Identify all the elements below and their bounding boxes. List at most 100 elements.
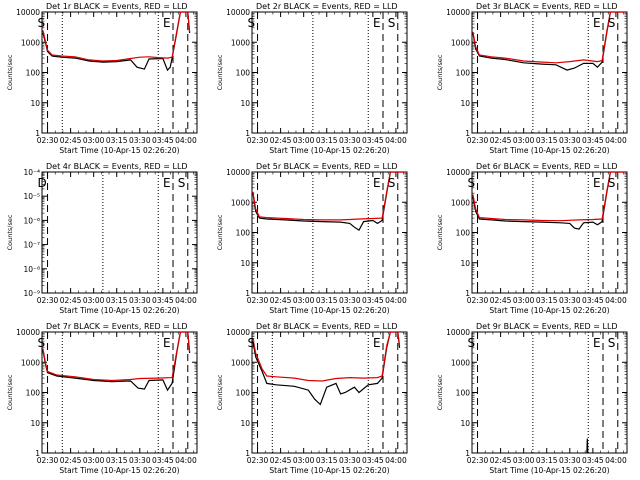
plot-frame [471,11,628,134]
panel-title: Det 6r BLACK = Events, RED = LLD [476,162,618,171]
x-tick-label: 03:00 [293,136,315,145]
y-tick-label: 1000 [451,198,470,207]
series-lld-line [252,172,406,221]
x-tick-label: 03:15 [316,296,338,305]
marker-label: S [178,176,186,190]
marker-label: S [388,16,396,30]
marker-label: S [248,336,256,350]
marker-label: S [388,176,396,190]
y-tick-label: 1000 [21,38,40,47]
x-tick-label: 03:30 [129,456,151,465]
panel-title: Det 8r BLACK = Events, RED = LLD [256,322,398,331]
panel-title: Det 1r BLACK = Events, RED = LLD [46,2,188,11]
panel-title: Det 9r BLACK = Events, RED = LLD [476,322,618,331]
y-tick-label: 10000 [226,328,250,337]
y-tick-label: 100 [456,229,471,238]
x-tick-label: 02:30 [37,456,59,465]
x-tick-label: 03:00 [83,296,105,305]
y-axis-label: Counts/sec [6,374,14,410]
y-tick-label: 1 [245,449,250,458]
x-tick-label: 03:30 [129,136,151,145]
marker-label: S [38,336,46,350]
marker-label: S [608,336,616,350]
x-tick-label: 03:45 [582,136,604,145]
y-tick-label: 10 [240,259,250,268]
y-axis-label: Counts/sec [216,374,224,410]
plot-area [472,12,626,133]
panel-det-8: Det 8r BLACK = Events, RED = LLD 1 10 100 10… [216,322,408,475]
y-tick-label: 10 [460,259,470,268]
y-tick-label: 100 [236,229,251,238]
series-lld-line [42,332,191,382]
x-tick-label: 02:45 [60,136,82,145]
marker-label: E [163,16,171,30]
marker-label: S [468,336,476,350]
plot-area [477,332,619,453]
panel-title: Det 7r BLACK = Events, RED = LLD [46,322,188,331]
marker-label: S [468,176,476,190]
x-tick-label: 03:30 [339,296,361,305]
plot-frame [251,171,408,294]
y-tick-label: 100 [26,389,41,398]
plot-area [472,172,626,293]
series-events-line [252,172,406,231]
series-lld-line [252,332,401,382]
panel-det-4: Det 4r BLACK = Events, RED = LLD 10⁻⁹ 10⁻⁸… [6,162,198,315]
y-tick-label: 10000 [16,328,40,337]
marker-label: E [593,16,601,30]
y-tick-label: 10⁻⁹ [23,289,40,298]
series-lld-line [42,12,191,62]
panel-title: Det 5r BLACK = Events, RED = LLD [256,162,398,171]
marker-label: E [373,336,381,350]
x-tick-label: 03:45 [152,296,174,305]
panel-det-1: Det 1r BLACK = Events, RED = LLD 1 10 100 10… [6,2,198,155]
x-tick-label: 04:00 [175,296,197,305]
y-tick-label: 1 [245,289,250,298]
panel-title: Det 4r BLACK = Events, RED = LLD [46,162,188,171]
plot-frame [471,331,628,454]
y-tick-label: 10⁻⁴ [23,168,40,177]
x-tick-label: 03:15 [536,136,558,145]
plot-area [252,172,406,293]
y-tick-label: 10 [30,419,40,428]
plot-area [47,172,189,293]
marker-label: E [593,176,601,190]
y-tick-label: 1000 [451,38,470,47]
x-tick-label: 03:15 [106,296,128,305]
x-tick-label: 03:00 [83,136,105,145]
x-tick-label: 04:00 [605,296,627,305]
x-tick-label: 02:45 [270,296,292,305]
x-tick-label: 03:00 [513,136,535,145]
y-tick-label: 1000 [21,358,40,367]
y-axis-label: Counts/sec [6,214,14,250]
x-tick-label: 03:45 [582,456,604,465]
x-tick-label: 02:30 [467,296,489,305]
x-tick-label: 02:45 [490,456,512,465]
panel-det-3: Det 3r BLACK = Events, RED = LLD 1 10 100 10… [436,2,628,155]
x-axis-label: Start Time (10-Apr-15 02:26:20) [269,146,389,155]
y-tick-label: 1000 [231,198,250,207]
marker-label: S [608,176,616,190]
y-tick-label: 10⁻⁷ [23,241,40,250]
y-tick-label: 10⁻⁸ [23,265,40,274]
series-lld-line [472,172,626,222]
x-tick-label: 02:45 [60,296,82,305]
x-tick-label: 04:00 [385,296,407,305]
plot-area [42,12,191,133]
x-axis-label: Start Time (10-Apr-15 02:26:20) [269,306,389,315]
panel-det-6: Det 6r BLACK = Events, RED = LLD 1 10 100 10… [436,162,628,315]
y-axis-label: Counts/sec [436,374,444,410]
x-tick-label: 03:30 [129,296,151,305]
x-tick-label: 03:15 [316,136,338,145]
y-tick-label: 100 [456,69,471,78]
x-tick-label: 03:45 [362,456,384,465]
panel-det-5: Det 5r BLACK = Events, RED = LLD 1 10 100 10… [216,162,408,315]
x-tick-label: 03:30 [559,136,581,145]
x-tick-label: 03:00 [513,296,535,305]
y-tick-label: 1000 [231,358,250,367]
y-tick-label: 1 [465,449,470,458]
x-tick-label: 04:00 [605,136,627,145]
y-tick-label: 100 [26,69,41,78]
series-events-line [586,438,589,453]
